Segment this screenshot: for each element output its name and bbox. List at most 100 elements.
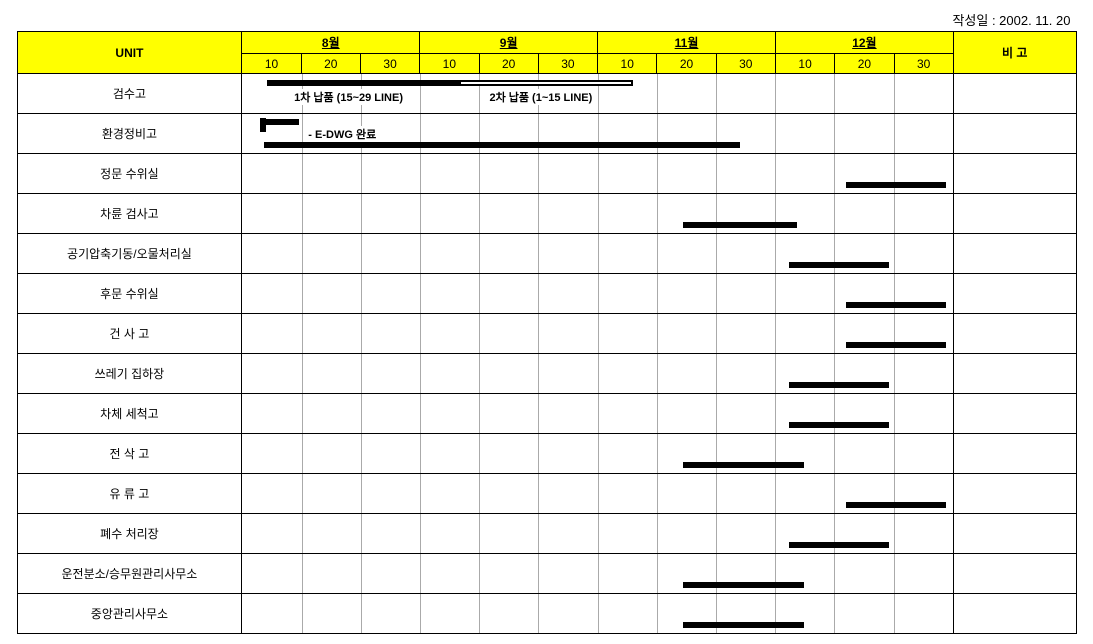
plot-area <box>242 194 953 234</box>
col-day: 30 <box>538 54 597 74</box>
grid-line <box>361 394 362 433</box>
grid-line <box>894 554 895 593</box>
grid-line <box>538 234 539 273</box>
grid-line <box>598 514 599 553</box>
grid-line <box>479 514 480 553</box>
grid-line <box>479 314 480 353</box>
grid-line <box>361 154 362 193</box>
gantt-row: 운전분소/승무원관리사무소 <box>17 554 1076 594</box>
col-day: 20 <box>657 54 716 74</box>
grid-line <box>657 74 658 113</box>
grid-line <box>302 394 303 433</box>
unit-label: 검수고 <box>17 74 242 114</box>
grid-line <box>361 554 362 593</box>
col-month-1: 9월 <box>420 32 598 54</box>
gantt-row: 후문 수위실 <box>17 274 1076 314</box>
grid-line <box>361 354 362 393</box>
col-day: 20 <box>301 54 360 74</box>
gantt-table: UNIT 8월 9월 11월 12월 비 고 10 20 30 10 20 30… <box>17 31 1077 634</box>
grid-line <box>420 394 421 433</box>
grid-line <box>538 154 539 193</box>
remark-cell <box>953 194 1076 234</box>
grid-line <box>598 194 599 233</box>
grid-line <box>775 394 776 433</box>
grid-line <box>775 354 776 393</box>
grid-line <box>302 154 303 193</box>
grid-line <box>598 354 599 393</box>
gantt-bar <box>846 182 945 188</box>
unit-label: 후문 수위실 <box>17 274 242 314</box>
grid-line <box>361 194 362 233</box>
col-day: 30 <box>716 54 775 74</box>
gantt-bar <box>846 342 945 348</box>
grid-line <box>598 474 599 513</box>
grid-line <box>716 274 717 313</box>
grid-line <box>598 434 599 473</box>
grid-line <box>302 274 303 313</box>
grid-line <box>657 514 658 553</box>
grid-line <box>420 154 421 193</box>
grid-line <box>302 594 303 633</box>
milestone-mark <box>260 118 266 132</box>
gantt-bar <box>846 502 945 508</box>
gantt-row: 유 류 고 <box>17 474 1076 514</box>
grid-line <box>302 554 303 593</box>
remark-cell <box>953 74 1076 114</box>
gantt-row: 쓰레기 집하장 <box>17 354 1076 394</box>
grid-line <box>775 154 776 193</box>
bar-label: 2차 납품 (1~15 LINE) <box>487 89 594 105</box>
grid-line <box>894 354 895 393</box>
gantt-bar <box>789 262 888 268</box>
grid-line <box>420 314 421 353</box>
grid-line <box>894 594 895 633</box>
unit-label: 건 사 고 <box>17 314 242 354</box>
grid-line <box>302 514 303 553</box>
col-month-0: 8월 <box>242 32 420 54</box>
gantt-row: 정문 수위실 <box>17 154 1076 194</box>
col-day: 10 <box>775 54 834 74</box>
grid-line <box>834 594 835 633</box>
grid-line <box>834 434 835 473</box>
unit-label: 폐수 처리장 <box>17 514 242 554</box>
grid-line <box>657 234 658 273</box>
grid-line <box>302 314 303 353</box>
bar-label: - E-DWG 완료 <box>306 126 378 142</box>
col-day: 30 <box>894 54 953 74</box>
grid-line <box>657 354 658 393</box>
gantt-bar <box>683 222 797 228</box>
grid-line <box>538 394 539 433</box>
gantt-row: 차륜 검사고 <box>17 194 1076 234</box>
grid-line <box>657 594 658 633</box>
unit-label: 공기압축기동/오물처리실 <box>17 234 242 274</box>
gantt-bar <box>683 622 804 628</box>
grid-line <box>598 594 599 633</box>
grid-line <box>420 354 421 393</box>
grid-line <box>894 434 895 473</box>
grid-line <box>657 274 658 313</box>
col-day: 20 <box>479 54 538 74</box>
grid-line <box>420 594 421 633</box>
grid-line <box>420 434 421 473</box>
gantt-row: 폐수 처리장 <box>17 514 1076 554</box>
grid-line <box>657 474 658 513</box>
grid-line <box>420 194 421 233</box>
gantt-bar <box>264 142 740 148</box>
grid-line <box>657 554 658 593</box>
plot-area <box>242 234 953 274</box>
grid-line <box>598 554 599 593</box>
unit-label: 차륜 검사고 <box>17 194 242 234</box>
col-day: 20 <box>835 54 894 74</box>
grid-line <box>302 194 303 233</box>
col-day: 10 <box>242 54 301 74</box>
grid-line <box>716 394 717 433</box>
grid-line <box>538 514 539 553</box>
grid-line <box>834 314 835 353</box>
grid-line <box>302 474 303 513</box>
grid-line <box>479 234 480 273</box>
grid-line <box>598 274 599 313</box>
grid-line <box>302 434 303 473</box>
grid-line <box>420 514 421 553</box>
gantt-bar <box>683 462 804 468</box>
remark-cell <box>953 474 1076 514</box>
col-month-2: 11월 <box>598 32 776 54</box>
